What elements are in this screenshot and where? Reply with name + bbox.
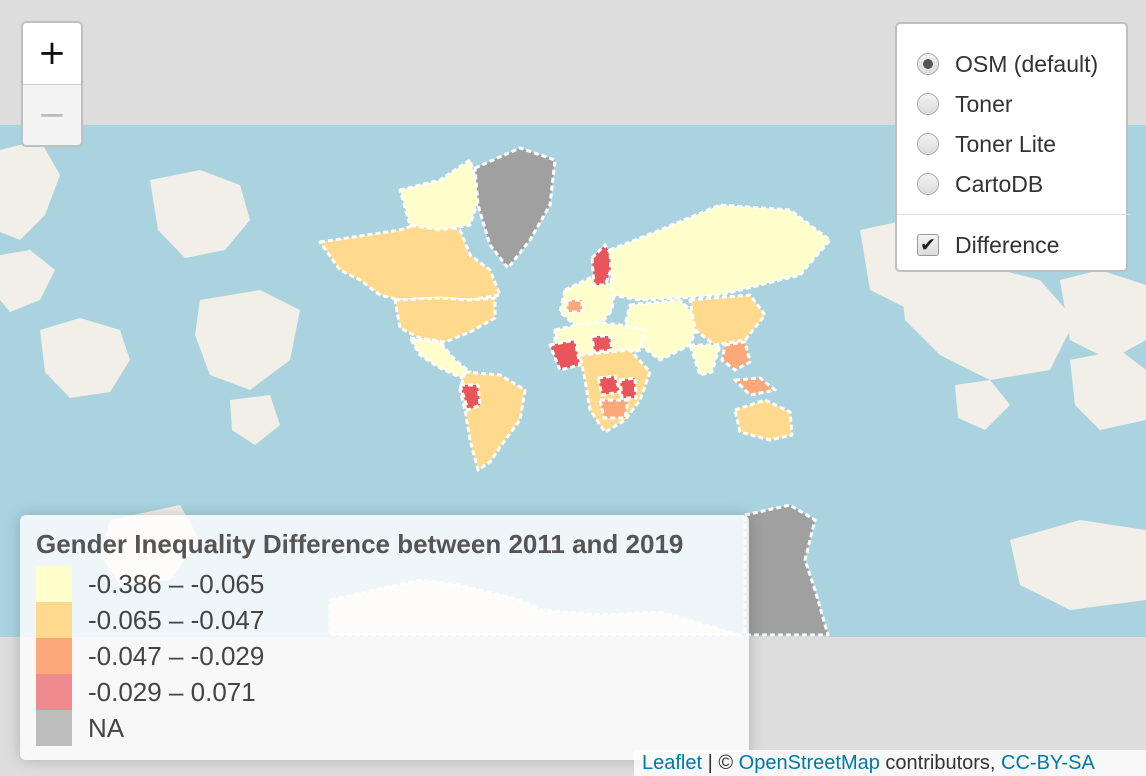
region-west-africa[interactable] (548, 338, 582, 372)
base-layer-label: Toner (955, 90, 1013, 117)
zoom-control: + − (21, 21, 83, 147)
base-layer-osm[interactable]: OSM (default) (917, 44, 1126, 84)
region-mexico[interactable] (408, 336, 472, 380)
region-usa[interactable] (393, 296, 497, 344)
license-link[interactable]: CC-BY-SA (1001, 752, 1095, 774)
overlay-label: Difference (955, 231, 1060, 258)
layers-control: OSM (default) Toner Toner Lite CartoDB ✔… (895, 22, 1130, 272)
legend-item: -0.047 – -0.029 (36, 638, 733, 674)
osm-link[interactable]: OpenStreetMap (738, 752, 880, 774)
legend-swatch (36, 674, 72, 710)
region-australia[interactable] (733, 398, 794, 442)
leaflet-link[interactable]: Leaflet (642, 752, 703, 774)
region-arctic-islands[interactable] (398, 158, 482, 232)
attribution: Leaflet | © OpenStreetMap contributors, … (634, 750, 1146, 776)
zoom-in-button[interactable]: + (37, 33, 67, 73)
region-africa-red-2[interactable] (596, 374, 622, 397)
attribution-separator: | © (702, 752, 739, 774)
region-india[interactable] (688, 343, 722, 377)
region-africa-orange[interactable] (598, 398, 630, 420)
layers-separator (897, 214, 1130, 215)
radio-toner-lite[interactable] (917, 133, 939, 155)
legend-label: -0.047 – -0.029 (88, 640, 265, 671)
region-peru-bolivia[interactable] (458, 383, 482, 412)
region-africa-red-1[interactable] (590, 334, 614, 354)
region-africa-red-3[interactable] (618, 376, 638, 400)
zoom-out-button[interactable]: − (23, 85, 81, 145)
legend-item: -0.065 – -0.047 (36, 602, 733, 638)
region-spain-portugal[interactable] (565, 298, 584, 314)
base-layer-cartodb[interactable]: CartoDB (917, 164, 1126, 204)
radio-cartodb[interactable] (917, 173, 939, 195)
legend-label: -0.386 – -0.065 (88, 568, 265, 599)
radio-toner[interactable] (917, 93, 939, 115)
legend-item: -0.386 – -0.065 (36, 566, 733, 602)
base-layer-toner[interactable]: Toner (917, 84, 1126, 124)
legend-label: NA (88, 712, 125, 743)
base-layer-toner-lite[interactable]: Toner Lite (917, 124, 1126, 164)
legend-item: NA (36, 710, 733, 746)
base-layer-label: CartoDB (955, 170, 1044, 197)
region-russia[interactable] (608, 203, 832, 302)
zoom-divider (23, 84, 81, 85)
region-greenland[interactable] (473, 146, 557, 270)
legend-swatch (36, 566, 72, 602)
region-se-asia[interactable] (720, 340, 752, 372)
base-layer-label: OSM (default) (955, 50, 1099, 77)
region-antarctica-east[interactable] (743, 503, 830, 637)
overlay-difference[interactable]: ✔ Difference (917, 225, 1126, 265)
attribution-contributors: contributors, (879, 752, 1002, 774)
legend-item: -0.029 – 0.071 (36, 674, 733, 710)
legend-label: -0.065 – -0.047 (88, 604, 265, 635)
legend-swatch (36, 710, 72, 746)
legend-swatch (36, 638, 72, 674)
checkbox-difference[interactable]: ✔ (917, 234, 939, 256)
region-canada[interactable] (318, 218, 502, 302)
legend-title: Gender Inequality Difference between 201… (36, 529, 684, 559)
map-legend: Gender Inequality Difference between 201… (20, 515, 749, 760)
region-indonesia[interactable] (733, 376, 777, 397)
region-china[interactable] (688, 293, 767, 347)
legend-label: -0.029 – 0.071 (88, 676, 256, 707)
legend-swatch (36, 602, 72, 638)
base-layer-label: Toner Lite (955, 130, 1057, 157)
radio-osm[interactable] (917, 53, 939, 75)
